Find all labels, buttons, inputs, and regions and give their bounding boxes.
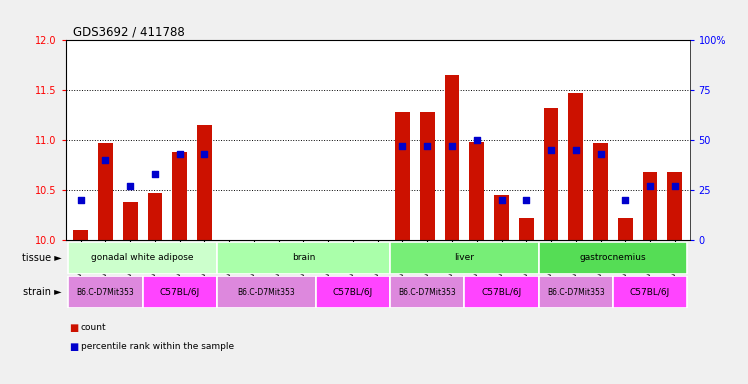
Text: brain: brain [292, 253, 315, 262]
Bar [98, 143, 113, 240]
Bar [618, 218, 633, 240]
Bar [390, 276, 465, 308]
Point [396, 143, 408, 149]
Text: B6.C-D7Mit353: B6.C-D7Mit353 [399, 288, 456, 296]
Text: liver: liver [454, 253, 474, 262]
Text: B6.C-D7Mit353: B6.C-D7Mit353 [547, 288, 604, 296]
Bar [143, 276, 217, 308]
Bar [444, 75, 459, 240]
Bar [73, 230, 88, 240]
Bar [667, 172, 682, 240]
Bar [147, 193, 162, 240]
Point [669, 183, 681, 189]
Text: GDS3692 / 411788: GDS3692 / 411788 [73, 25, 185, 38]
Bar [217, 242, 390, 274]
Bar [395, 112, 410, 240]
Text: C57BL/6J: C57BL/6J [333, 288, 373, 296]
Text: gastrocnemius: gastrocnemius [580, 253, 646, 262]
Point [521, 197, 533, 203]
Text: C57BL/6J: C57BL/6J [159, 288, 200, 296]
Bar [172, 152, 187, 240]
Point [174, 151, 186, 157]
Text: tissue ►: tissue ► [22, 253, 62, 263]
Text: strain ►: strain ► [23, 287, 62, 297]
Text: count: count [81, 323, 106, 332]
Point [124, 183, 136, 189]
Bar [643, 172, 657, 240]
Bar [68, 242, 217, 274]
Point [470, 137, 482, 143]
Text: C57BL/6J: C57BL/6J [630, 288, 670, 296]
Text: B6.C-D7Mit353: B6.C-D7Mit353 [237, 288, 295, 296]
Point [75, 197, 87, 203]
Point [495, 197, 507, 203]
Bar [539, 242, 687, 274]
Point [595, 151, 607, 157]
Bar [494, 195, 509, 240]
Point [644, 183, 656, 189]
Bar [519, 218, 534, 240]
Bar [613, 276, 687, 308]
Point [198, 151, 210, 157]
Bar [539, 276, 613, 308]
Bar [568, 93, 583, 240]
Point [570, 147, 582, 153]
Point [446, 143, 458, 149]
Point [149, 171, 161, 177]
Bar [593, 143, 608, 240]
Bar [197, 125, 212, 240]
Bar [544, 108, 559, 240]
Text: gonadal white adipose: gonadal white adipose [91, 253, 194, 262]
Bar [123, 202, 138, 240]
Text: C57BL/6J: C57BL/6J [482, 288, 521, 296]
Point [421, 143, 433, 149]
Text: ■: ■ [70, 342, 79, 352]
Point [99, 157, 111, 163]
Bar [420, 112, 435, 240]
Bar [217, 276, 316, 308]
Text: B6.C-D7Mit353: B6.C-D7Mit353 [76, 288, 135, 296]
Bar [68, 276, 143, 308]
Bar [469, 142, 484, 240]
Point [545, 147, 557, 153]
Bar [465, 276, 539, 308]
Text: percentile rank within the sample: percentile rank within the sample [81, 342, 234, 351]
Bar [390, 242, 539, 274]
Point [619, 197, 631, 203]
Text: ■: ■ [70, 323, 79, 333]
Bar [316, 276, 390, 308]
